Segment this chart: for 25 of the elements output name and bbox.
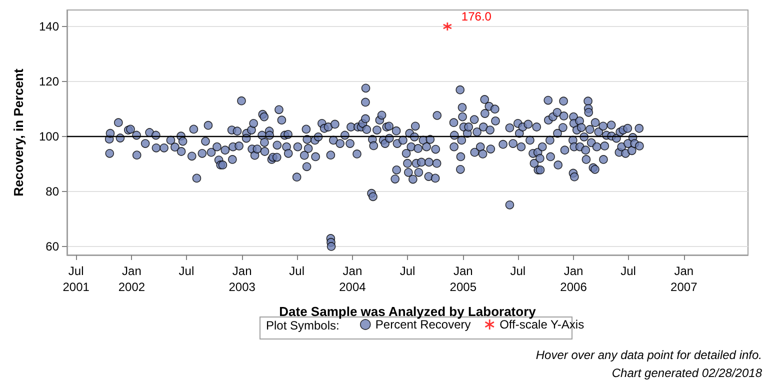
legend-label: Percent Recovery (375, 318, 471, 332)
y-tick-label: 80 (46, 184, 60, 199)
x-tick-label: Jan 2003 (228, 264, 256, 294)
x-tick-label: Jul (178, 264, 194, 278)
x-tick-label: Jul (289, 264, 304, 278)
x-tick-label: Jul (620, 264, 636, 278)
x-axis-title: Date Sample was Analyzed by Laboratory (279, 304, 537, 319)
legend-label: Off-scale Y-Axis (500, 318, 584, 332)
x-tick-label: Jul (510, 264, 526, 278)
y-axis-title: Recovery, in Percent (11, 68, 26, 196)
x-tick-label: Jul 2001 (62, 264, 90, 294)
text: Chart generated 02/28/2018 (612, 366, 762, 380)
x-tick-label: Jan 2005 (450, 264, 477, 294)
text: Hover over any data point for detailed info. (536, 348, 762, 362)
legend-title: Plot Symbols: (266, 318, 340, 332)
x-tick-label: Jan 2007 (670, 264, 698, 294)
annotation: 176.0 (461, 10, 492, 24)
x-tick-label: Jul (400, 264, 416, 278)
x-tick-label: Jan 2006 (560, 264, 588, 294)
y-tick-label: 120 (38, 74, 60, 89)
y-tick-label: 140 (38, 20, 60, 34)
x-tick-label: Jan 2004 (339, 264, 366, 294)
x-tick-label: Jan 2002 (118, 264, 146, 294)
y-tick-label: 100 (38, 130, 60, 144)
y-tick-label: 60 (46, 240, 60, 254)
